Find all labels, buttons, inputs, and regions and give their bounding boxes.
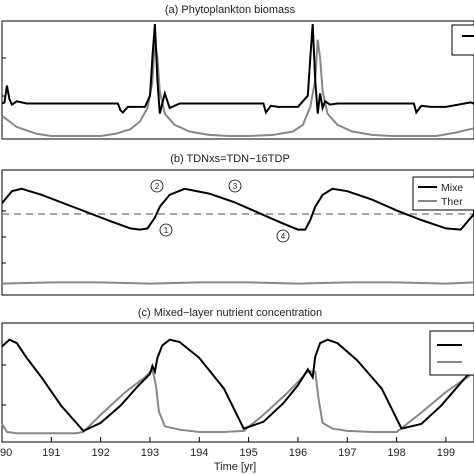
panel-b-axes (1, 169, 474, 296)
x-tick-label: 90 (0, 447, 12, 459)
annotation-marker-3: 3 (228, 179, 242, 193)
x-tick-label: 193 (141, 447, 159, 459)
x-tick-label: 198 (387, 447, 405, 459)
svg-text:4: 4 (281, 232, 286, 241)
panel-a-series-black (1, 23, 474, 115)
annotation-marker-4: 4 (276, 229, 290, 243)
panel-a-series-gray (1, 39, 474, 137)
panel-c-title: (c) Mixed−layer nutrient concentration (138, 307, 322, 319)
panel-c-legend (429, 330, 474, 376)
panel-b-plot (1, 187, 474, 285)
x-tick-label: 192 (91, 447, 109, 459)
x-tick-label: 197 (338, 447, 356, 459)
panel-b-series-black (1, 187, 474, 231)
panel-c-series-black (1, 338, 474, 433)
svg-text:2: 2 (155, 182, 160, 191)
panel-a-legend (451, 24, 474, 56)
annotation-marker-2: 2 (150, 179, 164, 193)
x-tick-label: 196 (289, 447, 307, 459)
x-tick-label: 194 (190, 447, 208, 459)
panel-a-plot (1, 23, 474, 137)
panel-c-plot (1, 338, 474, 435)
panel-c-yticks (2, 364, 6, 406)
svg-text:3: 3 (233, 182, 238, 191)
x-axis-label: Time [yr] (214, 461, 256, 473)
panel-a-yticks (2, 57, 6, 97)
panel-c-xticks: 90 191 192 193 194 195 196 197 198 199 (0, 437, 455, 459)
x-tick-label: 199 (437, 447, 455, 459)
panel-b-yticks (2, 210, 6, 264)
panel-b-series-gray (1, 281, 474, 285)
panel-b-legend-label-1: Mixe (441, 182, 463, 194)
x-tick-label: 195 (239, 447, 257, 459)
panel-b-title: (b) TDNxs=TDN−16TDP (170, 153, 290, 165)
panel-a-axes (1, 20, 474, 140)
panel-a-title: (a) Phytoplankton biomass (165, 4, 296, 16)
panel-b-annotations: 2 3 1 4 (150, 179, 290, 243)
panel-b-legend: Mixe Ther (412, 176, 474, 211)
x-tick-label: 191 (42, 447, 60, 459)
svg-text:1: 1 (164, 226, 169, 235)
panel-b-legend-label-2: Ther (441, 196, 463, 208)
annotation-marker-1: 1 (159, 223, 173, 237)
panel-c-series-gray (1, 366, 474, 435)
panel-c-axes (1, 322, 474, 443)
